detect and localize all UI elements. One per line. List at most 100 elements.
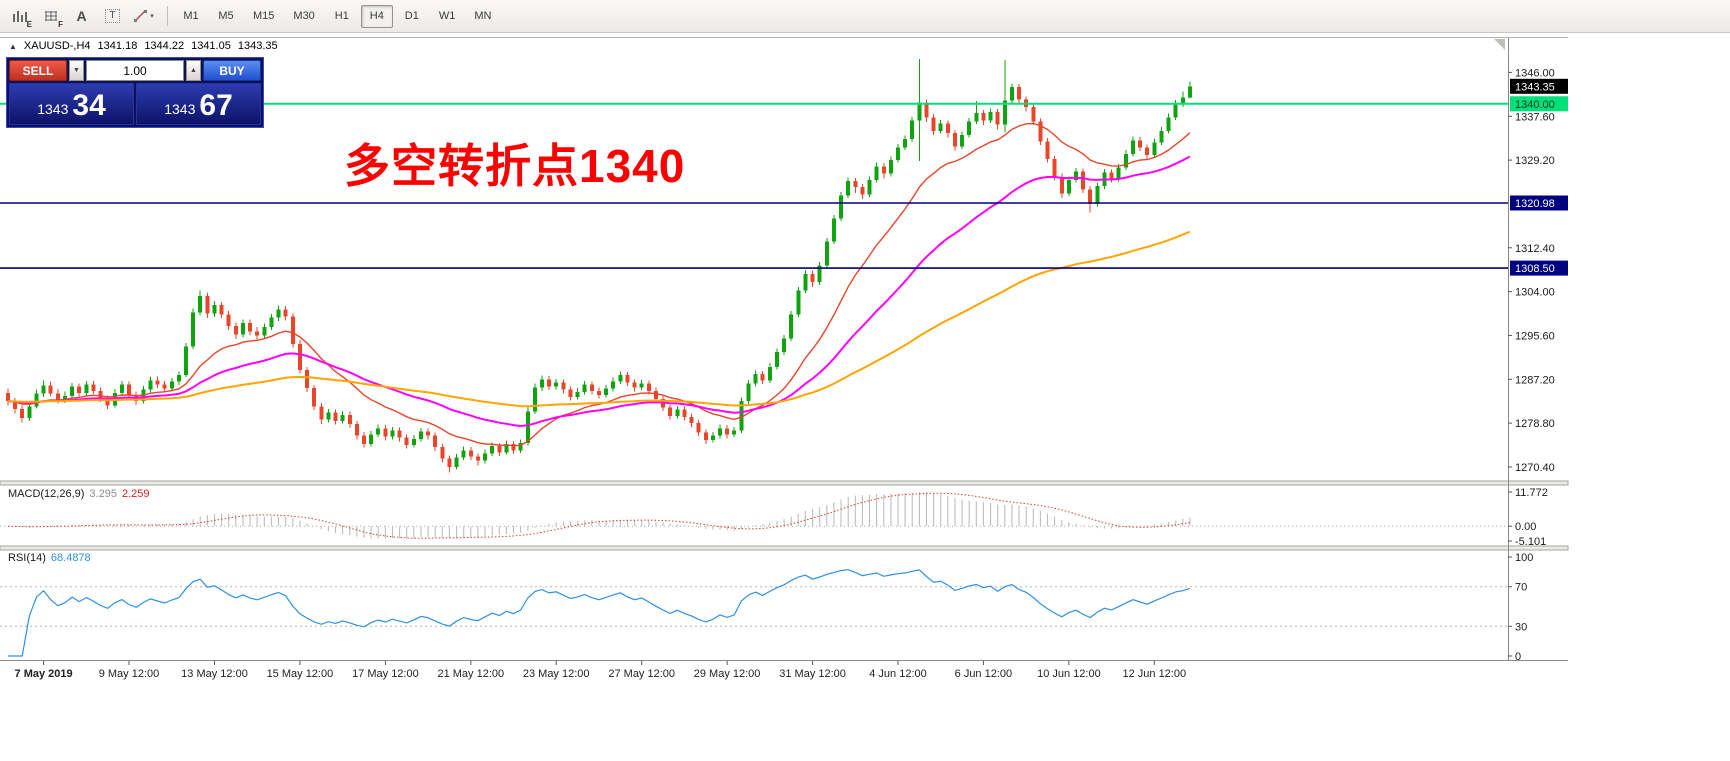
grid-icon[interactable]: F [36, 3, 65, 29]
lot-decrease-button[interactable]: ▼ [69, 60, 84, 81]
one-click-trading-panel: SELL ▼ 1.00 ▲ BUY 1343 34 1343 67 [6, 57, 264, 128]
svg-text:4 Jun 12:00: 4 Jun 12:00 [869, 668, 927, 680]
ask-main-digits: 1343 [164, 101, 196, 117]
moving-averages [7, 122, 1191, 447]
svg-text:6 Jun 12:00: 6 Jun 12:00 [955, 668, 1013, 680]
trendline-glyph [134, 10, 148, 22]
rsi-line [8, 569, 1191, 657]
time-scale[interactable]: 7 May 2019 9 May 12:00 13 May 12:00 15 May … [15, 661, 1187, 680]
timeframe-h4[interactable]: H4 [360, 4, 393, 28]
rsi-indicator-title: RSI(14) 68.4878 [8, 552, 91, 564]
timeframe-m15[interactable]: M15 [253, 9, 275, 22]
mid-ma-line [7, 155, 1191, 428]
symbol-timeframe-label: XAUUSD-,H4 [23, 40, 91, 52]
svg-text:1278.80: 1278.80 [1515, 418, 1555, 430]
ask-pips-digits: 67 [199, 89, 233, 122]
buy-button[interactable]: BUY [203, 60, 261, 81]
ohlc-open: 1341.18 [97, 40, 138, 52]
rsi-panel: 100 70 30 0 [0, 552, 1533, 663]
collapse-panel-icon[interactable]: ▲ [9, 42, 17, 51]
fast-ma-line [7, 122, 1191, 447]
ohlc-low: 1341.05 [191, 40, 231, 52]
svg-text:1346.00: 1346.00 [1515, 67, 1555, 79]
macd-main-value: 3.295 [89, 488, 117, 500]
macd-panel: 11.772 0.00 -5.101 [0, 487, 1548, 548]
timeframe-h1[interactable]: H1 [334, 9, 349, 22]
price-tag-1340.00 [1510, 96, 1568, 112]
svg-text:30: 30 [1515, 621, 1527, 633]
svg-text:10 Jun 12:00: 10 Jun 12:00 [1037, 668, 1101, 680]
chart-text-annotation[interactable]: 多空转折点1340 [344, 140, 686, 192]
svg-text:23 May 12:00: 23 May 12:00 [523, 668, 590, 680]
price-tag-1308.50 [1510, 260, 1568, 276]
svg-text:-5.101: -5.101 [1515, 536, 1546, 548]
svg-text:70: 70 [1515, 582, 1527, 594]
svg-text:11.772: 11.772 [1515, 487, 1548, 499]
timeframe-w1[interactable]: W1 [438, 9, 456, 22]
scroll-to-end-marker [1494, 39, 1505, 50]
svg-text:1343.35: 1343.35 [1515, 81, 1555, 93]
svg-text:9 May 12:00: 9 May 12:00 [99, 668, 160, 680]
svg-text:27 May 12:00: 27 May 12:00 [608, 668, 675, 680]
svg-text:12 Jun 12:00: 12 Jun 12:00 [1122, 668, 1186, 680]
toolbar-separator [167, 6, 168, 26]
lot-increase-button[interactable]: ▲ [186, 60, 201, 81]
timeframe-m1[interactable]: M1 [183, 9, 199, 22]
macd-signal-line [7, 492, 1190, 539]
bid-quote[interactable]: 1343 34 [9, 83, 134, 125]
sell-button[interactable]: SELL [9, 60, 67, 81]
grid-icon-letter: F [58, 20, 63, 29]
svg-text:0.00: 0.00 [1515, 521, 1536, 533]
svg-text:17 May 12:00: 17 May 12:00 [352, 668, 419, 680]
svg-text:21 May 12:00: 21 May 12:00 [437, 668, 504, 680]
draw-tools-icon[interactable]: ▾ [129, 3, 158, 29]
toolbar: E F A T ▾ M1 M5 M15 M30 H1 H4 D1 W1 MN [0, 0, 1730, 33]
bid-pips-digits: 34 [72, 89, 106, 122]
chart-frame [0, 37, 1569, 661]
svg-text:1337.60: 1337.60 [1515, 111, 1555, 123]
chevron-down-icon: ▾ [150, 13, 154, 20]
svg-text:1320.98: 1320.98 [1515, 198, 1555, 210]
ohlc-close: 1343.35 [237, 40, 278, 52]
svg-text:100: 100 [1515, 552, 1533, 564]
lot-size-input[interactable]: 1.00 [86, 60, 184, 81]
svg-text:1312.40: 1312.40 [1515, 243, 1555, 255]
svg-text:1329.20: 1329.20 [1515, 155, 1555, 167]
svg-text:1287.20: 1287.20 [1515, 374, 1555, 386]
text-box-icon[interactable]: T [98, 3, 127, 29]
bid-main-digits: 1343 [37, 101, 69, 117]
svg-text:7 May 2019: 7 May 2019 [15, 668, 73, 680]
svg-text:1295.60: 1295.60 [1515, 330, 1555, 342]
line-objects [0, 102, 1508, 269]
rsi-label: RSI(14) [8, 552, 46, 564]
macd-indicator-title: MACD(12,26,9) 3.295 2.259 [8, 488, 149, 500]
price-scale[interactable]: 1346.00 1337.60 1329.20 1312.40 1304.00 1295.… [1508, 67, 1568, 474]
slow-ma-line [7, 230, 1191, 408]
price-tag-1320.98 [1510, 195, 1568, 211]
svg-text:1340.00: 1340.00 [1515, 99, 1555, 111]
ask-quote[interactable]: 1343 67 [136, 83, 261, 125]
timeframe-d1[interactable]: D1 [404, 9, 419, 22]
timeframe-m5[interactable]: M5 [218, 9, 234, 22]
grid-glyph [44, 10, 57, 21]
macd-signal-value: 2.259 [121, 488, 150, 500]
macd-label: MACD(12,26,9) [8, 488, 85, 500]
ohlc-high: 1344.22 [144, 40, 185, 52]
timeframe-m30[interactable]: M30 [293, 9, 315, 22]
svg-text:31 May 12:00: 31 May 12:00 [779, 668, 846, 680]
svg-text:15 May 12:00: 15 May 12:00 [267, 668, 334, 680]
bar-chart-glyph [12, 10, 27, 22]
svg-text:29 May 12:00: 29 May 12:00 [694, 668, 761, 680]
rsi-value: 68.4878 [50, 552, 91, 564]
indicators-icon-letter: E [26, 20, 32, 29]
current-price-tag [1510, 78, 1568, 94]
timeframe-mn[interactable]: MN [474, 9, 492, 22]
svg-text:13 May 12:00: 13 May 12:00 [181, 668, 248, 680]
svg-text:0: 0 [1515, 651, 1521, 663]
text-label-icon[interactable]: A [76, 8, 87, 24]
svg-text:1308.50: 1308.50 [1515, 263, 1555, 275]
indicators-icon[interactable]: E [5, 3, 34, 29]
chart-title-bar: ▲ XAUUSD-,H4 1341.18 1344.22 1341.05 134… [9, 40, 278, 52]
